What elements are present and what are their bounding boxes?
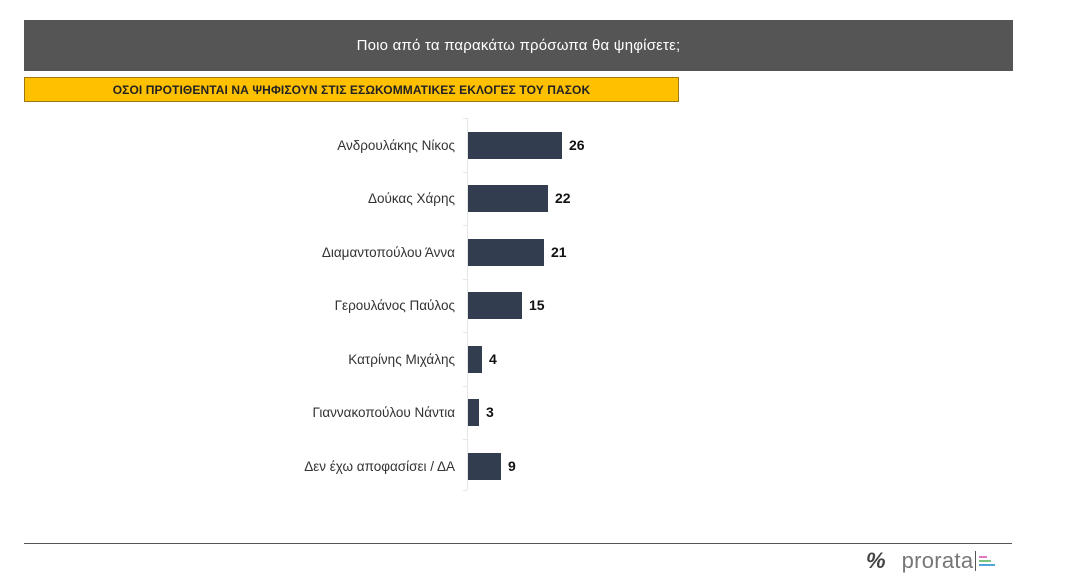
category-label: Δούκας Χάρης — [367, 191, 455, 206]
prorata-logo: % prorata — [866, 547, 996, 575]
axis-tick — [463, 172, 467, 173]
brand-name: prorata — [901, 548, 974, 573]
chart-subtitle: ΟΣΟΙ ΠΡΟΤΙΘΕΝΤΑΙ ΝΑ ΨΗΦΙΣΟΥΝ ΣΤΙΣ ΕΣΩΚΟΜ… — [112, 82, 591, 97]
footer-divider — [24, 543, 1012, 544]
bar — [468, 132, 562, 159]
bar-value-label: 9 — [508, 458, 516, 474]
bar-value-label: 21 — [551, 244, 567, 260]
category-label: Γερουλάνος Παύλος — [334, 298, 455, 313]
axis-tick — [463, 490, 467, 491]
bar-row: Διαμαντοπούλου Άννα 21 — [0, 239, 1075, 266]
bar-row: Ανδρουλάκης Νίκος 26 — [0, 132, 1075, 159]
chart-title-bar: Ποιο από τα παρακάτω πρόσωπα θα ψηφίσετε… — [24, 20, 1013, 71]
axis-tick — [463, 332, 467, 333]
category-label: Γιαννακοπούλου Νάντια — [312, 405, 455, 420]
bar-value-label: 26 — [569, 137, 585, 153]
chart-subtitle-bar: ΟΣΟΙ ΠΡΟΤΙΘΕΝΤΑΙ ΝΑ ΨΗΦΙΣΟΥΝ ΣΤΙΣ ΕΣΩΚΟΜ… — [24, 77, 679, 102]
bar — [468, 185, 548, 212]
axis-tick — [463, 279, 467, 280]
percent-icon: % — [866, 548, 886, 573]
bar-row: Δεν έχω αποφασίσει / ΔΑ 9 — [0, 453, 1075, 480]
bar-row: Κατρίνης Μιχάλης 4 — [0, 346, 1075, 373]
category-axis — [467, 118, 468, 490]
category-label: Δεν έχω αποφασίσει / ΔΑ — [304, 459, 455, 474]
bar-row: Γερουλάνος Παύλος 15 — [0, 292, 1075, 319]
bar — [468, 346, 482, 373]
bar — [468, 292, 522, 319]
bar-value-label: 3 — [486, 404, 494, 420]
brand-bars-icon — [975, 550, 996, 572]
bar — [468, 239, 544, 266]
axis-tick — [463, 225, 467, 226]
bar-value-label: 4 — [489, 351, 497, 367]
category-label: Κατρίνης Μιχάλης — [348, 352, 455, 367]
axis-tick — [463, 386, 467, 387]
category-label: Ανδρουλάκης Νίκος — [337, 138, 455, 153]
axis-tick — [463, 118, 467, 119]
chart-title: Ποιο από τα παρακάτω πρόσωπα θα ψηφίσετε… — [356, 37, 681, 54]
bar-value-label: 22 — [555, 190, 571, 206]
bar-row: Δούκας Χάρης 22 — [0, 185, 1075, 212]
bar — [468, 453, 501, 480]
bar-value-label: 15 — [529, 297, 545, 313]
bar — [468, 399, 479, 426]
axis-tick — [463, 439, 467, 440]
category-label: Διαμαντοπούλου Άννα — [321, 245, 455, 260]
bar-row: Γιαννακοπούλου Νάντια 3 — [0, 399, 1075, 426]
